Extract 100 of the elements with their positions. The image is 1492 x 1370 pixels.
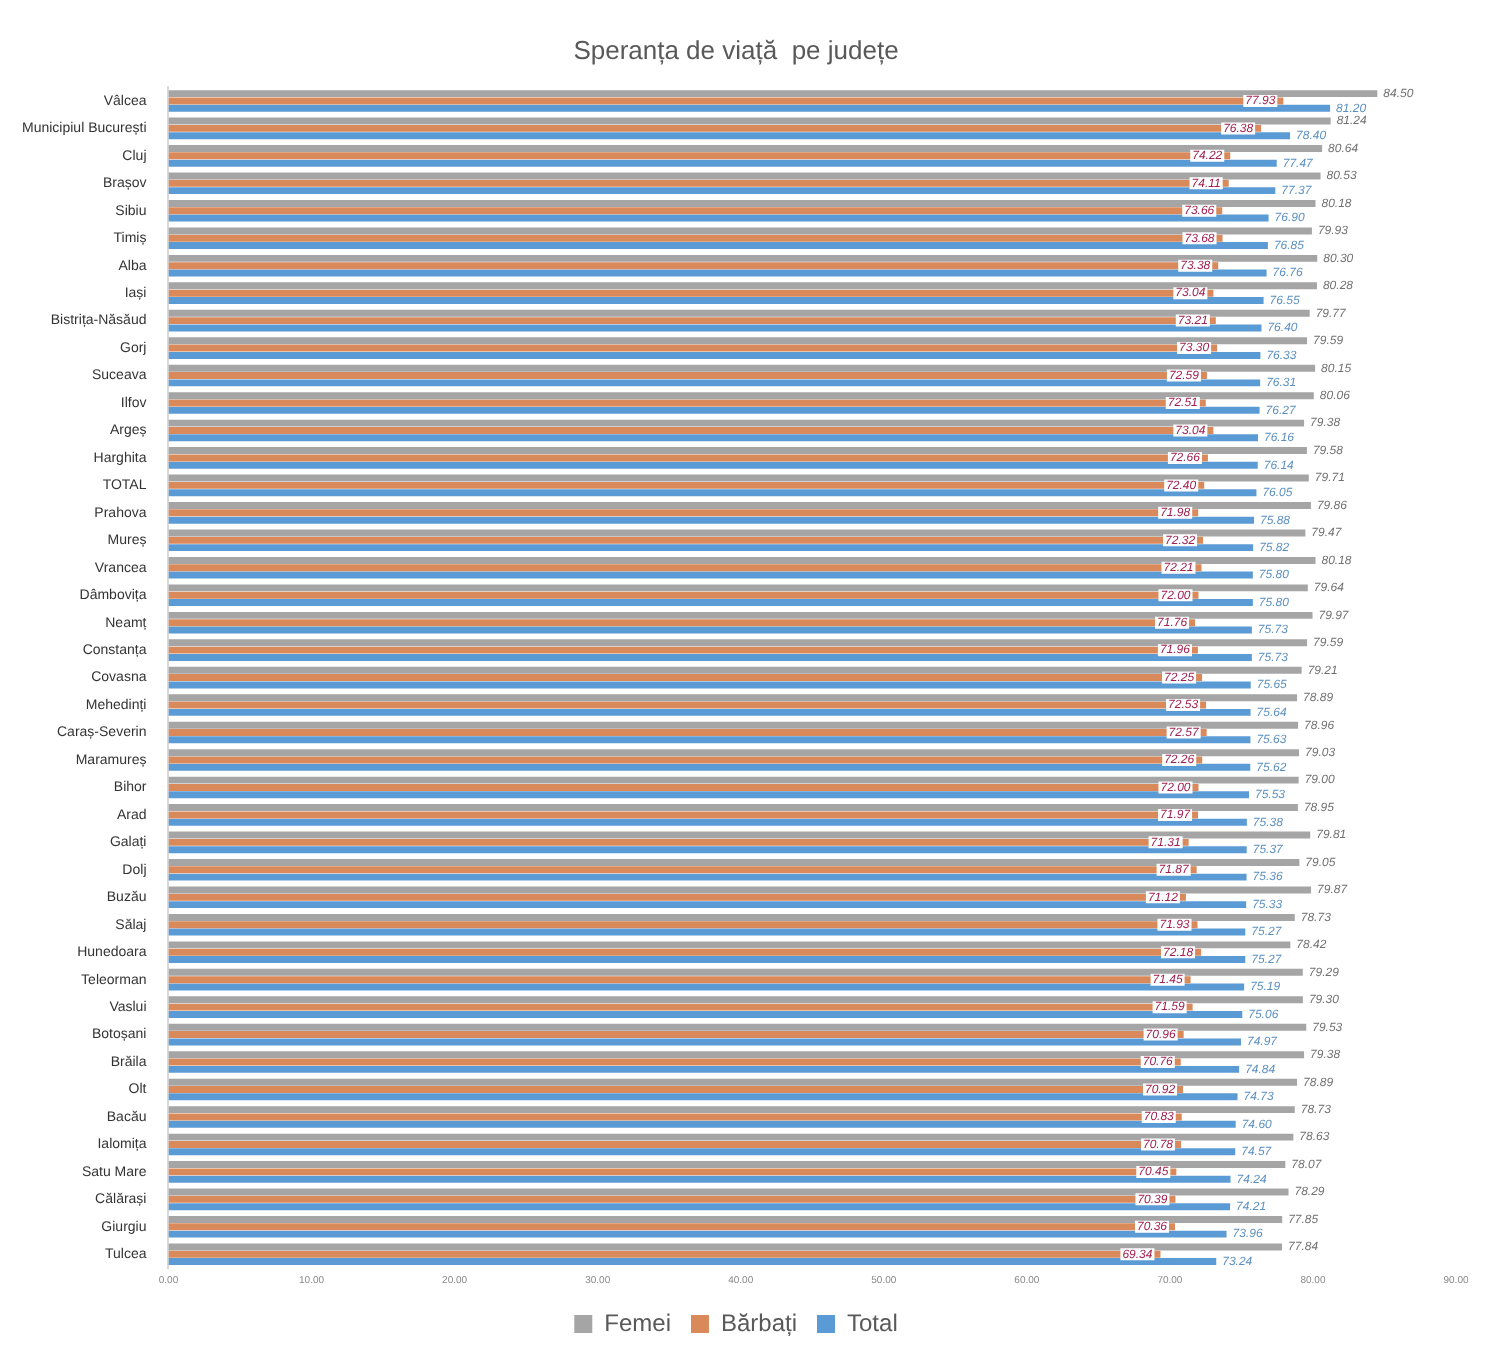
bar xyxy=(168,599,1253,607)
legend-label: Femei xyxy=(604,1308,671,1337)
bar xyxy=(168,529,1306,537)
bar xyxy=(168,1175,1231,1183)
bar xyxy=(168,968,1303,976)
bar xyxy=(168,132,1291,140)
bar xyxy=(168,556,1316,564)
bar xyxy=(168,282,1317,290)
bar xyxy=(168,1120,1236,1128)
bar xyxy=(168,818,1247,826)
bar xyxy=(168,489,1257,497)
bar xyxy=(168,1223,1176,1231)
bar xyxy=(168,187,1276,195)
bar xyxy=(168,124,1262,132)
bar xyxy=(168,461,1258,469)
bar xyxy=(168,544,1254,552)
bar xyxy=(168,1161,1286,1169)
bar xyxy=(168,749,1300,757)
bar xyxy=(168,90,1378,98)
chart-title: Speranța de viață pe județe xyxy=(573,34,899,65)
bar xyxy=(168,913,1295,921)
bar xyxy=(168,564,1202,572)
bar xyxy=(168,694,1298,702)
bar xyxy=(168,199,1316,207)
bar xyxy=(168,289,1214,297)
bar xyxy=(168,681,1251,689)
bar xyxy=(168,666,1302,674)
bar xyxy=(168,317,1216,325)
bar xyxy=(168,1133,1294,1141)
bar xyxy=(168,776,1299,784)
bar xyxy=(168,846,1247,854)
bar xyxy=(168,729,1207,736)
bar xyxy=(168,447,1307,455)
bar xyxy=(168,454,1208,462)
bar xyxy=(168,948,1202,956)
bar xyxy=(168,262,1219,270)
bar xyxy=(168,1058,1181,1066)
bar xyxy=(168,509,1199,517)
bar xyxy=(168,956,1246,964)
legend-label: Total xyxy=(847,1308,898,1337)
bar xyxy=(168,1051,1305,1059)
bar xyxy=(168,309,1310,317)
bar xyxy=(168,653,1252,661)
bar xyxy=(168,1216,1283,1223)
bar xyxy=(168,1031,1184,1039)
bar xyxy=(168,159,1277,167)
bar xyxy=(168,364,1316,372)
bar xyxy=(168,791,1249,799)
bar xyxy=(168,372,1207,380)
bar xyxy=(168,996,1303,1004)
bar xyxy=(168,1038,1241,1046)
bar xyxy=(168,886,1312,894)
bar xyxy=(168,921,1198,929)
bar xyxy=(168,474,1309,482)
bar xyxy=(168,337,1308,345)
bar xyxy=(168,1168,1177,1176)
bar xyxy=(168,893,1186,901)
bar xyxy=(168,721,1299,729)
bar xyxy=(168,584,1308,592)
bar xyxy=(168,1106,1295,1114)
bar xyxy=(168,1113,1182,1121)
bar xyxy=(168,901,1247,909)
bar xyxy=(168,838,1189,846)
bar xyxy=(168,254,1318,262)
bar xyxy=(168,611,1313,619)
bar xyxy=(168,1188,1289,1196)
bar xyxy=(168,145,1323,153)
bar xyxy=(168,406,1260,414)
bar xyxy=(168,207,1223,215)
bar xyxy=(168,179,1229,187)
bar xyxy=(168,1010,1243,1018)
bar xyxy=(168,1195,1176,1203)
bar xyxy=(168,859,1300,866)
bar xyxy=(168,1250,1161,1258)
bar xyxy=(168,1203,1231,1211)
bar xyxy=(168,831,1311,839)
bar xyxy=(168,1078,1298,1086)
bar xyxy=(168,234,1223,242)
bar xyxy=(168,379,1261,387)
bar xyxy=(168,227,1312,235)
bar xyxy=(168,242,1268,250)
bar xyxy=(168,214,1269,222)
bar xyxy=(168,516,1255,524)
bar xyxy=(168,646,1198,654)
bar xyxy=(168,1065,1240,1073)
bar xyxy=(168,502,1311,509)
bar xyxy=(168,571,1253,579)
bar xyxy=(168,941,1291,949)
bar xyxy=(168,1258,1217,1266)
bar xyxy=(168,804,1298,812)
bar xyxy=(168,783,1199,791)
bar xyxy=(168,763,1251,771)
bar xyxy=(168,1093,1238,1101)
bar xyxy=(168,1140,1182,1148)
bar xyxy=(168,344,1218,352)
bar xyxy=(168,1243,1283,1251)
bar xyxy=(168,873,1247,881)
legend-label: Bărbați xyxy=(720,1308,798,1337)
bar xyxy=(168,591,1199,599)
bar xyxy=(168,152,1231,160)
